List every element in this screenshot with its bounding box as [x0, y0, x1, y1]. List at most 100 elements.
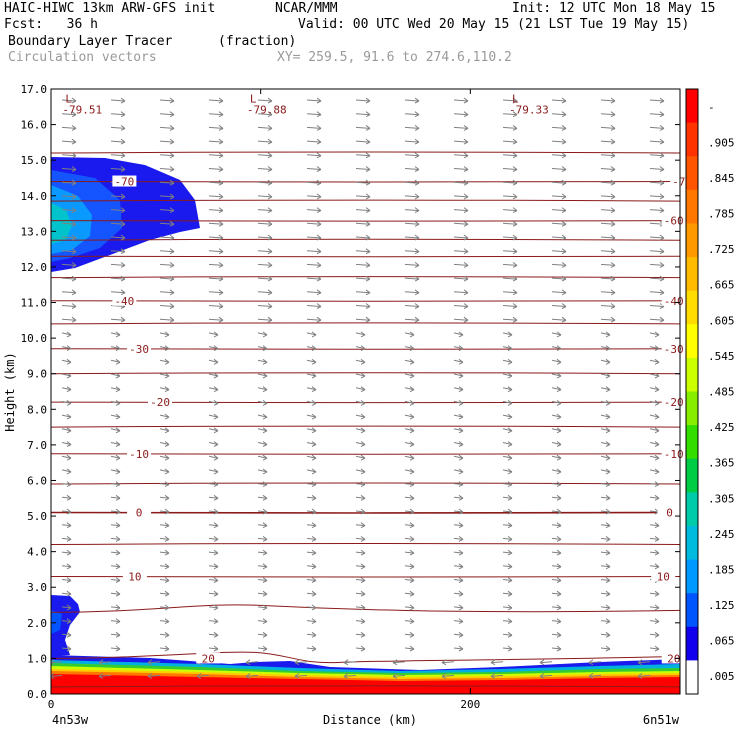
- vector-arrow: [110, 592, 121, 595]
- vector-head: [311, 413, 317, 420]
- vector-head: [507, 508, 513, 515]
- vector-head: [71, 152, 77, 159]
- vector-arrow: [208, 113, 224, 116]
- vector-head: [409, 372, 415, 379]
- vector-head: [218, 220, 224, 227]
- vector-arrow: [649, 222, 665, 225]
- vector-head: [66, 604, 72, 611]
- vector-head: [605, 345, 611, 352]
- vector-arrow: [355, 168, 371, 170]
- vector-head: [311, 522, 317, 529]
- vector-head: [512, 152, 518, 159]
- vector-head: [463, 152, 469, 159]
- vector-arrow: [306, 387, 317, 391]
- vector-arrow: [208, 483, 219, 486]
- vector-head: [164, 345, 170, 352]
- y-tick-label: 15.0: [21, 154, 48, 167]
- contour-label-bg: [196, 652, 221, 664]
- vector-arrow: [404, 565, 415, 568]
- vector-arrow: [110, 359, 121, 363]
- vector-arrow: [257, 195, 273, 198]
- vector-head: [365, 166, 371, 172]
- contour-label: 20: [202, 652, 215, 665]
- vector-arrow: [600, 126, 616, 129]
- contour-label: 20: [667, 652, 680, 665]
- contour-labels: 20 20 10 10 0 0 -10 -10 -20 -20 -30 -30 -40 -40 -60 -70…: [112, 175, 695, 665]
- vector-head: [409, 358, 415, 365]
- vector-arrow: [110, 633, 121, 636]
- vector-arrow: [306, 551, 317, 554]
- vector-head: [115, 441, 121, 447]
- vector-arrow: [502, 400, 513, 404]
- axes: 0.0 1.0 2.0 3.0 4.0 5.0 6.0 7.0 8.0 9.0 10.0 11.0 12…: [21, 83, 681, 711]
- vector-arrow: [208, 154, 224, 157]
- y-tick-label: 14.0: [21, 190, 48, 203]
- vector-arrow: [551, 113, 567, 116]
- vector-head: [605, 590, 611, 597]
- vector-arrow: [159, 126, 175, 129]
- vector-arrow: [551, 483, 562, 486]
- vector-head: [218, 152, 224, 159]
- vector-head: [360, 358, 366, 365]
- colorbar-swatch: [686, 156, 698, 191]
- vector-arrow: [355, 455, 366, 459]
- vector-arrow: [257, 168, 273, 170]
- vector-arrow: [306, 250, 322, 253]
- vector-arrow: [208, 291, 224, 294]
- vector-head: [605, 372, 611, 379]
- vector-arrow: [61, 140, 77, 143]
- vector-arrow: [502, 126, 518, 129]
- contour-line: [51, 151, 680, 154]
- vector-arrow: [159, 236, 175, 239]
- vector-head: [213, 563, 219, 570]
- vector-arrow: [257, 455, 268, 459]
- colorbar-swatch: [686, 559, 698, 594]
- vector-head: [262, 331, 268, 338]
- vector-head: [414, 234, 420, 241]
- vector-head: [561, 289, 567, 296]
- vector-arrow: [245, 674, 259, 677]
- vector-head: [213, 590, 219, 597]
- vector-arrow: [159, 455, 170, 459]
- vector-head: [610, 111, 616, 118]
- vector-arrow: [110, 291, 126, 294]
- vector-head: [463, 193, 469, 200]
- vector-arrow: [208, 250, 224, 253]
- vector-arrow: [355, 373, 366, 377]
- vector-head: [115, 508, 121, 515]
- vector-head: [213, 331, 219, 338]
- vector-head: [66, 481, 72, 488]
- vector-arrow: [551, 332, 562, 336]
- vector-head: [414, 220, 420, 227]
- vector-head: [360, 563, 366, 570]
- vector-head: [490, 673, 496, 679]
- vector-head: [556, 536, 562, 542]
- vector-arrow: [404, 291, 420, 294]
- vector-head: [262, 508, 268, 515]
- vector-head: [365, 234, 371, 241]
- vector-head: [66, 522, 72, 529]
- vector-arrow: [306, 537, 317, 540]
- vector-head: [71, 138, 77, 145]
- vector-head: [561, 152, 567, 159]
- colorbar-label: .065: [708, 635, 735, 648]
- vector-arrow: [61, 565, 72, 568]
- vector-head: [659, 207, 665, 214]
- vector-arrow: [600, 387, 611, 391]
- vector-arrow: [502, 332, 513, 336]
- colorbar-label: .305: [708, 492, 735, 505]
- vector-head: [654, 604, 660, 611]
- vector-arrow: [51, 661, 63, 664]
- vector-arrow: [208, 579, 219, 581]
- vector-arrow: [502, 592, 513, 595]
- vector-head: [556, 358, 562, 365]
- vector-head: [262, 536, 268, 542]
- vector-head: [120, 275, 126, 282]
- colorbar-frame: [685, 88, 699, 695]
- vector-arrow: [159, 537, 170, 540]
- vector-head: [213, 454, 219, 461]
- vector-arrow: [404, 592, 415, 595]
- vector-head: [654, 494, 660, 501]
- vector-head: [164, 454, 170, 461]
- vector-arrow: [208, 565, 219, 568]
